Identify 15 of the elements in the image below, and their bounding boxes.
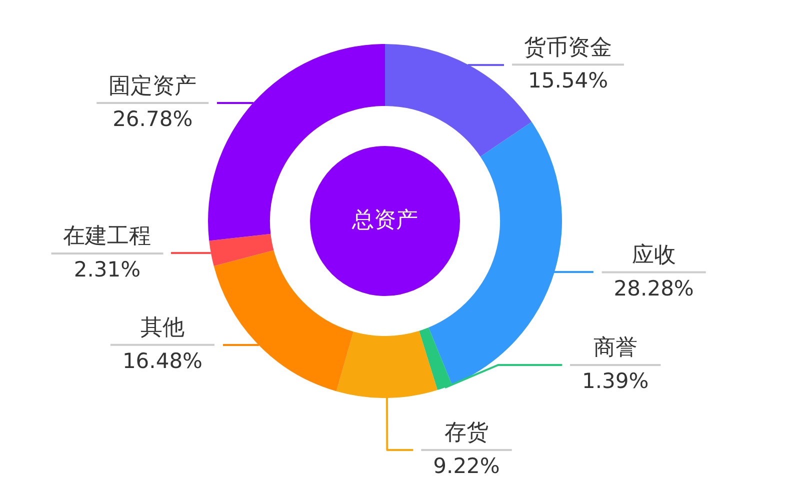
slice-label: 其他: [140, 316, 184, 341]
data-label: 15.54%: [528, 68, 608, 93]
data-label: 26.78%: [112, 106, 193, 131]
slice-label: 商誉: [593, 336, 638, 361]
slice-label: 固定资产: [108, 74, 197, 99]
data-label: 1.39%: [582, 368, 649, 393]
data-label: 2.31%: [74, 257, 141, 282]
data-label: 9.22%: [433, 454, 500, 478]
text: 总资产: [352, 208, 418, 233]
data-label: 28.28%: [614, 276, 694, 300]
slice-label: 货币资金: [524, 35, 612, 60]
data-label: 16.48%: [122, 348, 203, 373]
slice-label: 存货: [444, 420, 489, 446]
slice-label: 应收: [632, 243, 676, 268]
slice-label: 在建工程: [63, 224, 152, 250]
